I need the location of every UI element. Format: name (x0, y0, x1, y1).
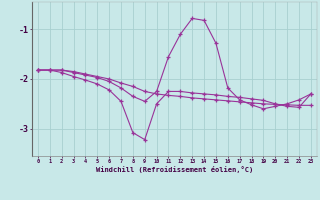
X-axis label: Windchill (Refroidissement éolien,°C): Windchill (Refroidissement éolien,°C) (96, 166, 253, 173)
